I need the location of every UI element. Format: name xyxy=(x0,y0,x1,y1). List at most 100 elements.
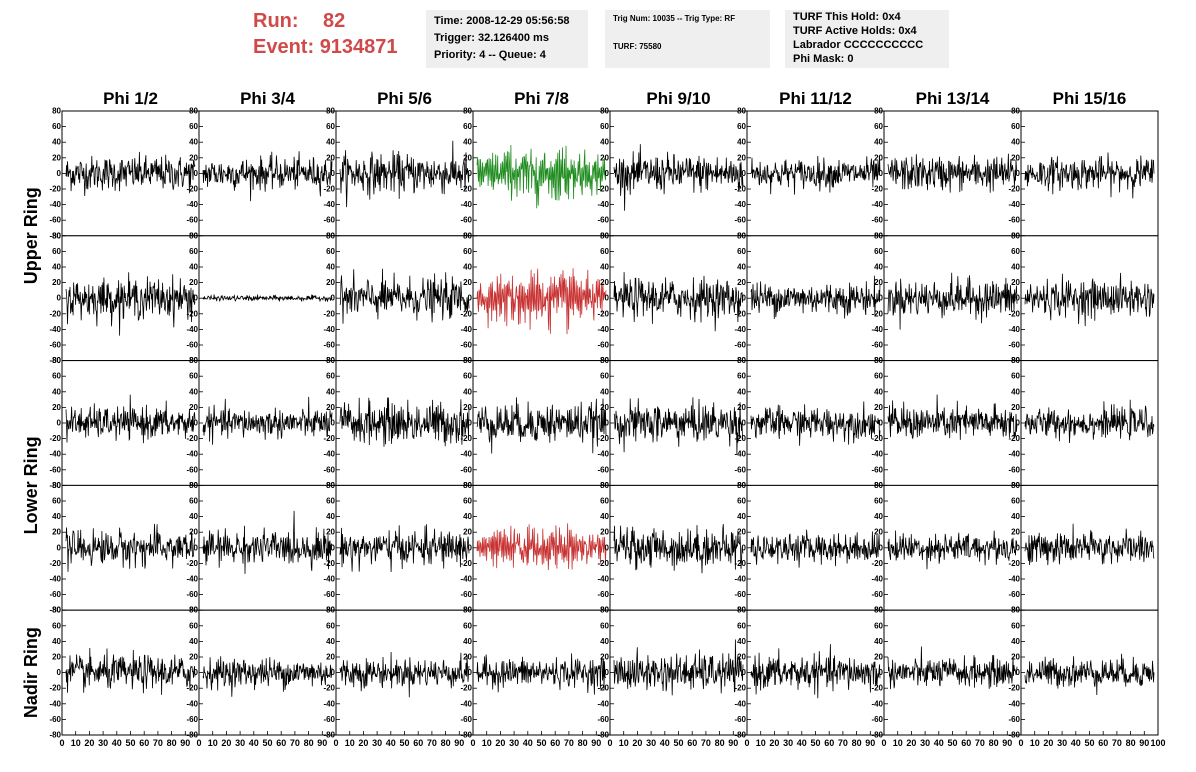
x-tick-label: 40 xyxy=(386,738,396,748)
x-tick-label: 60 xyxy=(824,738,834,748)
y-tick-label: 20 xyxy=(463,278,472,287)
waveform-trace xyxy=(202,656,333,697)
y-tick-label: -60 xyxy=(323,715,335,724)
y-tick-label: 0 xyxy=(605,294,610,303)
y-tick-label: -20 xyxy=(734,309,746,318)
x-tick-label: 50 xyxy=(399,738,409,748)
x-tick-label: 10 xyxy=(619,738,629,748)
column-header: Phi 5/6 xyxy=(377,89,432,108)
x-tick-label: 10 xyxy=(756,738,766,748)
y-tick-label: 40 xyxy=(874,637,883,646)
y-tick-label: 60 xyxy=(874,122,883,131)
y-tick-label: -20 xyxy=(597,434,609,443)
y-tick-label: 20 xyxy=(463,403,472,412)
waveform-trace xyxy=(1024,523,1155,566)
y-tick-label: 40 xyxy=(52,637,61,646)
y-tick-label: 60 xyxy=(326,621,335,630)
y-tick-label: 20 xyxy=(463,528,472,537)
x-tick-label: 40 xyxy=(249,738,259,748)
column-header: Phi 11/12 xyxy=(779,89,852,108)
y-tick-label: 20 xyxy=(737,653,746,662)
y-tick-label: 0 xyxy=(879,543,884,552)
y-tick-label: 0 xyxy=(194,668,199,677)
panel-frame xyxy=(609,484,748,611)
y-tick-label: 0 xyxy=(331,543,336,552)
y-tick-label: -80 xyxy=(49,231,61,240)
y-tick-label: -20 xyxy=(734,185,746,194)
y-tick-label: -60 xyxy=(597,715,609,724)
waveform-trace xyxy=(476,397,607,454)
x-tick-label: 10 xyxy=(482,738,492,748)
y-tick-label: -40 xyxy=(1008,699,1020,708)
y-tick-label: 20 xyxy=(1011,278,1020,287)
y-tick-label: -20 xyxy=(186,309,198,318)
y-tick-label: -40 xyxy=(323,575,335,584)
y-tick-label: 80 xyxy=(1011,231,1020,240)
y-tick-label: 80 xyxy=(189,107,198,116)
x-tick-label: 30 xyxy=(509,738,519,748)
y-tick-label: 20 xyxy=(874,653,883,662)
y-tick-label: 80 xyxy=(874,606,883,615)
y-tick-label: 80 xyxy=(874,231,883,240)
y-tick-label: -40 xyxy=(1008,575,1020,584)
y-tick-label: 40 xyxy=(463,263,472,272)
y-tick-label: 0 xyxy=(468,169,473,178)
waveform-trace xyxy=(1024,152,1155,199)
y-tick-label: 40 xyxy=(189,138,198,147)
y-tick-label: -80 xyxy=(734,731,746,740)
x-tick-label: 80 xyxy=(441,738,451,748)
y-tick-label: -80 xyxy=(597,731,609,740)
waveform-trace xyxy=(613,397,744,455)
x-tick-label: 50 xyxy=(947,738,957,748)
y-tick-label: 0 xyxy=(742,668,747,677)
y-tick-label: -40 xyxy=(460,200,472,209)
x-tick-label: 0 xyxy=(607,738,612,748)
y-tick-label: 40 xyxy=(189,263,198,272)
y-tick-label: -20 xyxy=(460,434,472,443)
y-tick-label: -60 xyxy=(734,341,746,350)
y-tick-label: -20 xyxy=(323,309,335,318)
x-tick-label: 0 xyxy=(196,738,201,748)
y-tick-label: 60 xyxy=(189,372,198,381)
y-tick-label: 0 xyxy=(605,169,610,178)
y-tick-label: 20 xyxy=(52,403,61,412)
y-tick-label: 80 xyxy=(326,231,335,240)
x-tick-label: 60 xyxy=(276,738,286,748)
y-tick-label: -60 xyxy=(460,465,472,474)
y-tick-label: 60 xyxy=(737,247,746,256)
waveform-trace xyxy=(613,272,744,332)
waveform-trace xyxy=(1024,399,1155,444)
y-tick-label: -60 xyxy=(186,715,198,724)
y-tick-label: 80 xyxy=(600,481,609,490)
y-tick-label: 40 xyxy=(600,138,609,147)
y-tick-label: -20 xyxy=(734,434,746,443)
y-tick-label: 60 xyxy=(463,497,472,506)
panel-frame xyxy=(61,609,200,736)
y-tick-label: 80 xyxy=(600,606,609,615)
x-tick-label: 20 xyxy=(769,738,779,748)
y-tick-label: 60 xyxy=(874,247,883,256)
y-tick-label: 80 xyxy=(189,606,198,615)
y-tick-label: 20 xyxy=(1011,653,1020,662)
y-tick-label: -20 xyxy=(1008,684,1020,693)
y-tick-label: -40 xyxy=(734,200,746,209)
waveform-trace xyxy=(476,523,607,571)
trigger-info-box: Trig Num: 10035 -- Trig Type: RF TURF: 7… xyxy=(605,10,770,68)
waveform-trace xyxy=(750,401,881,446)
x-tick-label: 50 xyxy=(673,738,683,748)
y-tick-label: 40 xyxy=(737,263,746,272)
y-tick-label: 60 xyxy=(600,247,609,256)
y-tick-label: 80 xyxy=(600,231,609,240)
x-tick-label: 50 xyxy=(125,738,135,748)
column-header: Phi 9/10 xyxy=(646,89,710,108)
y-tick-label: -20 xyxy=(323,559,335,568)
x-tick-label: 10 xyxy=(208,738,218,748)
turf-info-box: TURF This Hold: 0x4 TURF Active Holds: 0… xyxy=(785,10,949,68)
waveform-trace xyxy=(887,272,1018,330)
